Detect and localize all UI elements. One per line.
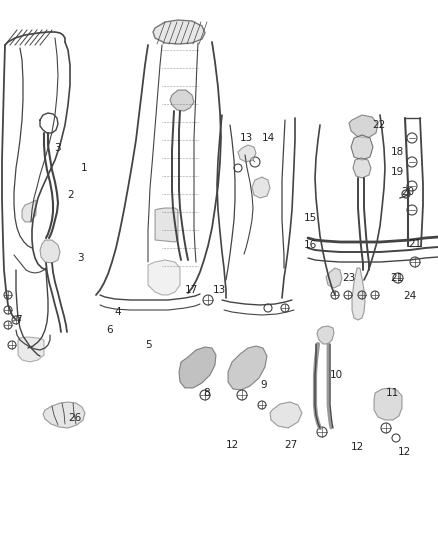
Text: 21: 21: [408, 239, 422, 249]
Polygon shape: [374, 388, 402, 420]
Text: 12: 12: [350, 442, 364, 452]
Polygon shape: [18, 337, 44, 362]
Text: 22: 22: [372, 120, 385, 130]
Text: 12: 12: [397, 447, 411, 457]
Text: 9: 9: [261, 380, 267, 390]
Polygon shape: [153, 20, 205, 44]
Text: 11: 11: [385, 388, 399, 398]
Text: 3: 3: [77, 253, 83, 263]
Polygon shape: [238, 145, 256, 162]
Text: 10: 10: [329, 370, 343, 380]
Text: 20: 20: [402, 187, 414, 197]
Text: 18: 18: [390, 147, 404, 157]
Polygon shape: [349, 115, 378, 138]
Text: 21: 21: [390, 273, 404, 283]
Text: 14: 14: [261, 133, 275, 143]
Polygon shape: [326, 268, 342, 288]
Text: 3: 3: [54, 143, 60, 153]
Polygon shape: [351, 135, 373, 160]
Polygon shape: [40, 240, 60, 263]
Polygon shape: [43, 402, 85, 428]
Polygon shape: [270, 402, 302, 428]
Polygon shape: [252, 177, 270, 198]
Text: 23: 23: [343, 273, 356, 283]
Text: 4: 4: [115, 307, 121, 317]
Text: 15: 15: [304, 213, 317, 223]
Polygon shape: [228, 346, 267, 390]
Polygon shape: [155, 208, 178, 242]
Polygon shape: [352, 268, 365, 320]
Text: 13: 13: [240, 133, 253, 143]
Text: 27: 27: [284, 440, 298, 450]
Polygon shape: [353, 158, 371, 178]
Text: 26: 26: [68, 413, 81, 423]
Text: 2: 2: [68, 190, 74, 200]
Polygon shape: [170, 90, 194, 111]
Text: 16: 16: [304, 240, 317, 250]
Text: 24: 24: [403, 291, 417, 301]
Text: 19: 19: [390, 167, 404, 177]
Text: 13: 13: [212, 285, 226, 295]
Text: 17: 17: [184, 285, 198, 295]
Polygon shape: [22, 200, 36, 222]
Text: 5: 5: [145, 340, 151, 350]
Polygon shape: [148, 260, 180, 295]
Text: 12: 12: [226, 440, 239, 450]
Text: 7: 7: [15, 315, 21, 325]
Text: 8: 8: [204, 388, 210, 398]
Text: 1: 1: [81, 163, 87, 173]
Polygon shape: [317, 326, 334, 344]
Polygon shape: [179, 347, 216, 388]
Text: 6: 6: [107, 325, 113, 335]
